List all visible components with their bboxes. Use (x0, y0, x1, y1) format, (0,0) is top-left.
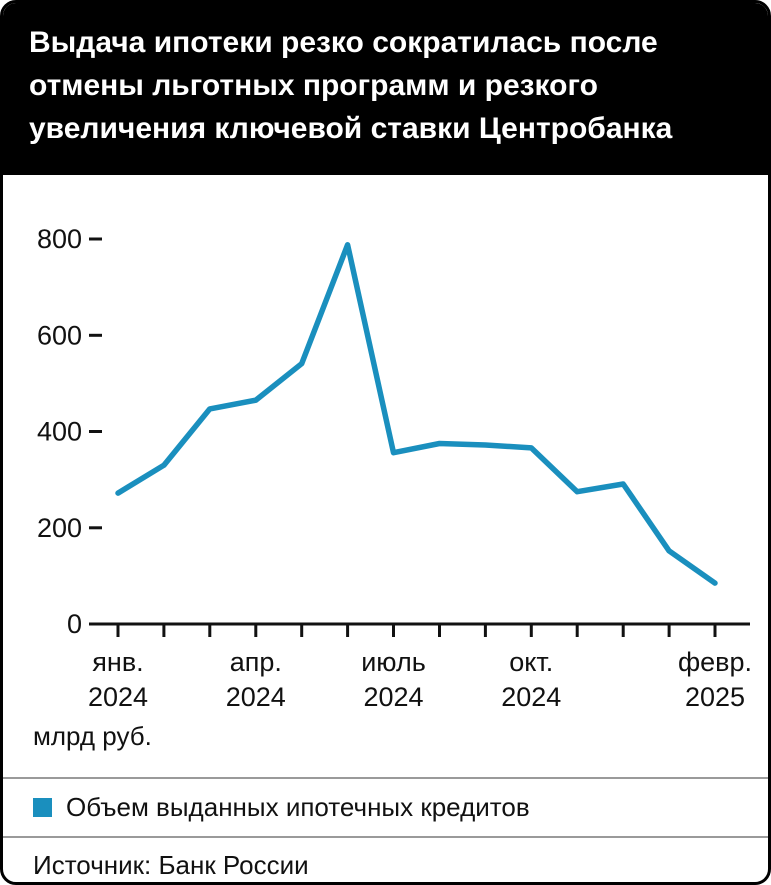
title-line-1: Выдача ипотеки резко сократилась после (29, 26, 658, 59)
x-tick-label-year: 2024 (363, 682, 423, 707)
title-line-2: отмены льготных программ и резкого (29, 69, 598, 103)
mortgage-volume-line (115, 241, 718, 586)
x-tick-label-month: февр. (678, 647, 752, 677)
legend: Объем выданных ипотечных кредитов (3, 779, 768, 836)
line-chart-canvas: 0 200 400 600 800 янв. 2024 апр. 2024 июль 2024 окт… (37, 224, 752, 712)
divider-top (3, 776, 768, 779)
x-tick-label-year: 2024 (226, 682, 286, 707)
chart-title: Выдача ипотеки резко сократилась после о… (3, 3, 768, 175)
x-tick-label-month: апр. (230, 647, 282, 677)
legend-label: Объем выданных ипотечных кредитов (66, 791, 530, 822)
y-tick-label: 800 (37, 224, 82, 254)
y-tick-label: 400 (37, 416, 82, 446)
line-chart: 0 200 400 600 800 янв. 2024 апр. 2024 июль 2024 окт… (3, 175, 768, 712)
x-tick-label-year: 2024 (501, 682, 561, 707)
divider-bottom (3, 835, 768, 838)
y-tick-label: 600 (37, 320, 82, 350)
x-tick-label-month: янв. (92, 647, 143, 677)
x-tick-label-month: июль (361, 647, 426, 677)
x-tick-label-year: 2025 (685, 682, 745, 707)
x-tick-label-year: 2024 (88, 682, 148, 707)
title-line-3: увеличения ключевой ставки Центробанка (29, 112, 673, 146)
y-tick-label: 0 (67, 609, 82, 639)
source-label: Источник: Банк России (33, 849, 309, 880)
y-tick-label: 200 (37, 512, 82, 542)
y-unit-label: млрд руб. (33, 720, 152, 751)
legend-swatch-icon (33, 797, 52, 817)
x-tick-label-month: окт. (509, 647, 553, 677)
